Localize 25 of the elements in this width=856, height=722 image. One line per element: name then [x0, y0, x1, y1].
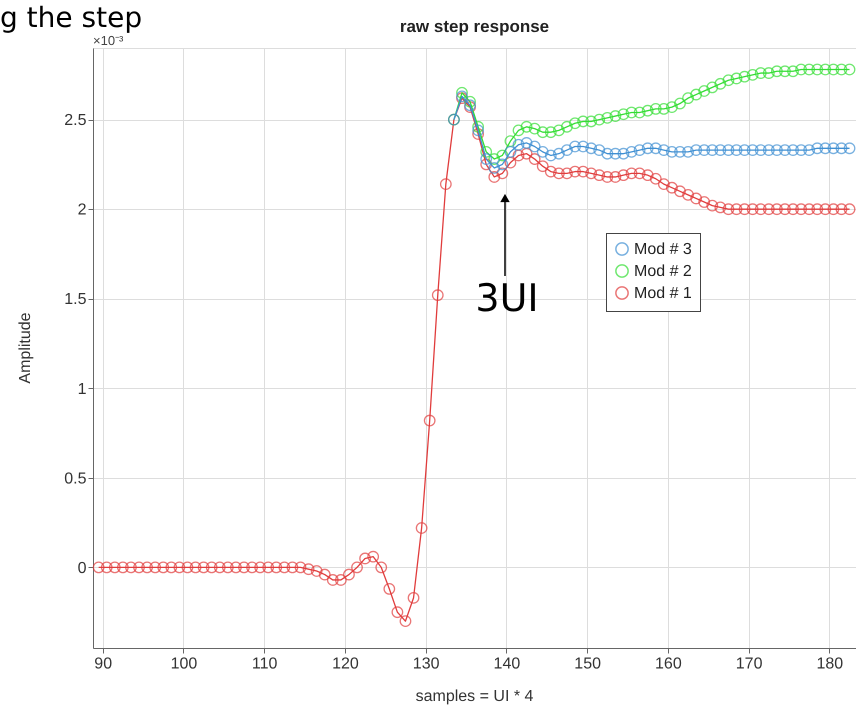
y-tick-label: 0.5 — [64, 470, 87, 488]
y-tick-label: 1 — [78, 380, 87, 398]
x-tick-label: 120 — [332, 656, 359, 672]
x-tick-label: 160 — [655, 656, 682, 672]
x-tick-label: 170 — [736, 656, 763, 672]
x-tick-label: 180 — [816, 656, 844, 672]
legend-label: Mod # 1 — [634, 285, 692, 302]
text: g the step — [0, 1, 142, 34]
x-tick-label: 150 — [574, 656, 602, 672]
x-axis-title: samples = UI * 4 — [416, 688, 534, 705]
x-tick-label: 100 — [170, 656, 198, 672]
x-tick-label: 130 — [412, 656, 440, 672]
y-tick-label: 2 — [78, 202, 87, 219]
text: ×10⁻³ — [93, 33, 124, 48]
y-axis-title: Amplitude — [17, 312, 34, 384]
x-tick-label: 140 — [494, 656, 520, 672]
annotation: 3UI — [475, 276, 539, 320]
chart-title: raw step response — [400, 17, 550, 36]
legend-label: Mod # 3 — [634, 241, 692, 258]
legend-label: Mod # 2 — [634, 263, 692, 280]
x-tick-label: 90 — [94, 656, 112, 672]
y-tick-label: 0 — [78, 560, 87, 577]
x-tick-label: 110 — [252, 656, 278, 672]
y-tick-label: 2.5 — [64, 112, 87, 130]
y-tick-label: 1.5 — [64, 291, 87, 308]
